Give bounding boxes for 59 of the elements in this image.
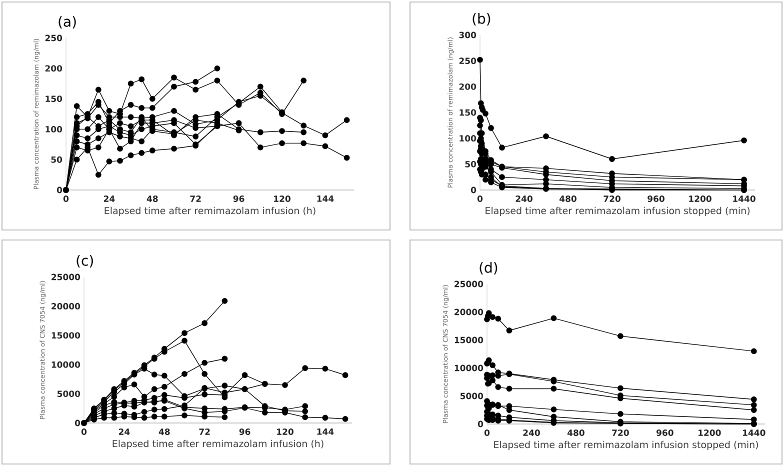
y-tick-label: 0 (56, 186, 62, 194)
y-tick-label: 100 (46, 126, 62, 132)
x-tick-label: 480 (560, 196, 576, 202)
x-axis-title: Elapsed time after remimazolam infusion stopped (min) (486, 206, 750, 216)
x-tick-label: 0 (484, 430, 490, 436)
x-tick-label: 960 (648, 196, 664, 202)
y-tick-label: 200 (459, 83, 476, 90)
y-tick-label: 50 (465, 160, 476, 168)
y-tick-label: 25000 (52, 274, 80, 280)
x-tick-label: 24 (104, 196, 115, 202)
x-tick-label: 0 (81, 428, 87, 435)
x-tick-label: 1440 (743, 430, 766, 436)
x-tick-label: 120 (277, 428, 294, 435)
x-tick-label: 1200 (698, 430, 721, 436)
y-tick-label: 15000 (454, 336, 484, 344)
x-tick-label: 1200 (689, 196, 712, 202)
y-tick-label: 300 (459, 32, 476, 38)
y-tick-label: 200 (45, 65, 62, 72)
chart-title: (b) (472, 12, 490, 26)
x-tick-label: 240 (516, 196, 532, 202)
y-tick-label: 5000 (460, 392, 484, 400)
x-tick-label: 720 (604, 196, 620, 202)
x-tick-label: 48 (146, 196, 158, 202)
x-tick-label: 72 (199, 428, 210, 435)
x-axis-title: Elapsed time after remimazolam infusion (h) (112, 440, 324, 450)
x-tick-label: 144 (317, 428, 334, 435)
y-tick-label: 0 (74, 420, 80, 426)
x-tick-label: 96 (233, 196, 244, 202)
y-tick-label: 250 (459, 58, 476, 64)
y-tick-label: 250 (45, 34, 62, 42)
chart-title: (a) (58, 16, 76, 28)
y-tick-label: 0 (478, 420, 484, 428)
x-axis-title: Elapsed time after remimazolam infusion stopped (min) (494, 440, 758, 450)
y-tick-label: 150 (460, 109, 476, 116)
chart-title: (d) (480, 262, 498, 274)
x-tick-label: 960 (656, 430, 674, 436)
y-tick-label: 25000 (454, 280, 484, 288)
x-tick-label: 240 (523, 430, 540, 436)
y-tick-label: 20000 (52, 302, 80, 310)
x-tick-label: 1440 (733, 196, 756, 202)
x-tick-label: 72 (190, 196, 201, 202)
y-tick-label: 100 (460, 135, 476, 142)
y-tick-label: 10000 (52, 361, 80, 368)
y-tick-label: 5000 (57, 390, 80, 398)
x-tick-label: 144 (317, 196, 334, 202)
x-tick-label: 480 (567, 430, 584, 436)
y-tick-label: 10000 (454, 364, 484, 372)
y-tick-label: 50 (51, 156, 62, 163)
y-tick-label: 20000 (454, 308, 484, 316)
y-tick-label: 150 (46, 96, 62, 102)
y-tick-label: 0 (470, 186, 476, 194)
x-tick-label: 24 (118, 428, 130, 435)
x-tick-label: 720 (612, 430, 629, 436)
x-axis-title: Elapsed time after remimazolam infusion (h) (104, 206, 316, 216)
y-tick-label: 15000 (52, 332, 80, 339)
chart-title: (c) (76, 254, 93, 268)
x-tick-label: 48 (158, 428, 170, 435)
x-tick-label: 120 (274, 196, 290, 202)
x-tick-label: 96 (239, 428, 250, 435)
